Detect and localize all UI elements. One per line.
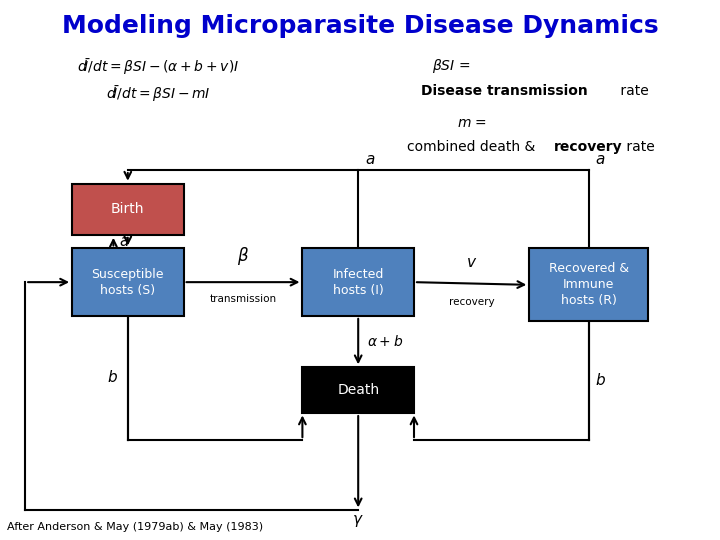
Text: Infected
hosts (I): Infected hosts (I)	[333, 268, 384, 296]
Text: Susceptible
hosts (S): Susceptible hosts (S)	[91, 268, 164, 296]
FancyBboxPatch shape	[529, 248, 648, 321]
Text: $v$: $v$	[466, 255, 477, 269]
Text: a: a	[596, 152, 606, 167]
FancyBboxPatch shape	[302, 248, 414, 316]
Text: Disease transmission: Disease transmission	[421, 84, 588, 98]
Text: b: b	[596, 373, 606, 388]
Text: a: a	[120, 234, 129, 249]
Text: rate: rate	[622, 140, 654, 154]
FancyBboxPatch shape	[72, 248, 184, 316]
Text: $\beta SI$ =: $\beta SI$ =	[432, 57, 470, 75]
Text: Recovered &
Immune
hosts (R): Recovered & Immune hosts (R)	[549, 262, 629, 307]
Text: Modeling Microparasite Disease Dynamics: Modeling Microparasite Disease Dynamics	[62, 14, 658, 37]
Text: $\beta$: $\beta$	[237, 245, 249, 267]
Text: transmission: transmission	[210, 294, 276, 304]
Text: recovery: recovery	[554, 140, 622, 154]
Text: $d\!\bar{I}/dt = \beta SI - (\alpha + b + v)I$: $d\!\bar{I}/dt = \beta SI - (\alpha + b …	[77, 57, 240, 77]
Text: b: b	[107, 370, 117, 386]
Text: $d\!\bar{I}/dt = \beta SI - mI$: $d\!\bar{I}/dt = \beta SI - mI$	[106, 84, 211, 104]
Text: $m$ =: $m$ =	[457, 116, 487, 130]
Text: combined death &: combined death &	[407, 140, 539, 154]
Text: Death: Death	[337, 383, 379, 397]
Text: Birth: Birth	[111, 202, 145, 216]
Text: After Anderson & May (1979ab) & May (1983): After Anderson & May (1979ab) & May (198…	[7, 522, 264, 532]
Text: recovery: recovery	[449, 297, 495, 307]
Text: rate: rate	[616, 84, 648, 98]
Text: $\alpha + b$: $\alpha + b$	[366, 334, 403, 349]
Text: $\gamma$: $\gamma$	[352, 513, 364, 529]
FancyBboxPatch shape	[72, 184, 184, 235]
Text: a: a	[365, 152, 375, 167]
FancyBboxPatch shape	[302, 367, 414, 413]
